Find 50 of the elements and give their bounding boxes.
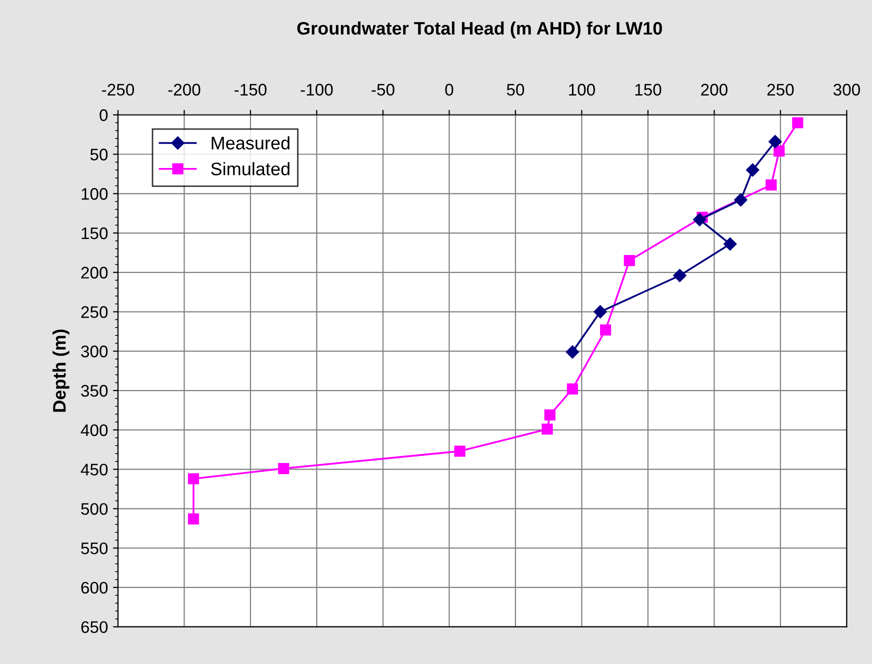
y-tick-label: 0: [100, 109, 108, 122]
y-tick-label: 350: [81, 384, 108, 397]
point: [278, 462, 290, 474]
y-tick-label: 300: [81, 346, 108, 358]
x-tick-label: 250: [767, 84, 794, 96]
y-tick-label: 450: [80, 464, 108, 476]
x-tick-label: 100: [569, 84, 595, 96]
point: [544, 409, 556, 421]
point: [746, 163, 760, 177]
y-tick-label: 600: [81, 582, 108, 594]
point: [454, 446, 466, 457]
point: [734, 193, 748, 207]
point: [600, 324, 612, 336]
x-tick-label: 0: [445, 84, 454, 96]
legend-label: Measured: [212, 136, 290, 150]
point: [774, 146, 785, 157]
point: [566, 345, 580, 359]
point: [594, 305, 607, 318]
point: [792, 117, 804, 128]
y-tick-label: 100: [82, 188, 108, 200]
x-tick-label: -150: [234, 84, 267, 96]
point: [566, 383, 578, 395]
x-tick-label: -250: [102, 84, 134, 96]
y-tick-label: 550: [81, 542, 108, 554]
x-tick-label: 150: [635, 84, 662, 96]
y-tick-label: 500: [81, 503, 108, 515]
y-tick-label: 50: [90, 148, 108, 160]
y-tick-label: 150: [82, 227, 108, 240]
legend-label: Simulated: [211, 162, 290, 176]
x-tick-label: -50: [372, 84, 394, 96]
point: [624, 255, 635, 266]
point: [673, 268, 686, 282]
point: [768, 135, 782, 148]
point: [724, 237, 737, 251]
x-tick-label: 300: [833, 84, 860, 96]
y-tick-label: 400: [80, 424, 108, 436]
x-tick-label: 50: [506, 84, 524, 96]
point: [188, 513, 200, 524]
y-tick-label: 250: [81, 306, 108, 318]
y-tick-label: 650: [81, 621, 108, 634]
point: [766, 179, 777, 191]
x-tick-label: -200: [168, 84, 200, 96]
point: [188, 473, 200, 484]
x-tick-label: -100: [300, 84, 333, 96]
point: [542, 424, 553, 435]
y-tick-label: 200: [81, 266, 108, 279]
y-axis-title: Depth (m): [52, 330, 70, 412]
point: [693, 213, 706, 226]
x-tick-label: 200: [701, 84, 728, 96]
chart-title: Groundwater Total Head (m AHD) for LW10: [297, 21, 662, 38]
